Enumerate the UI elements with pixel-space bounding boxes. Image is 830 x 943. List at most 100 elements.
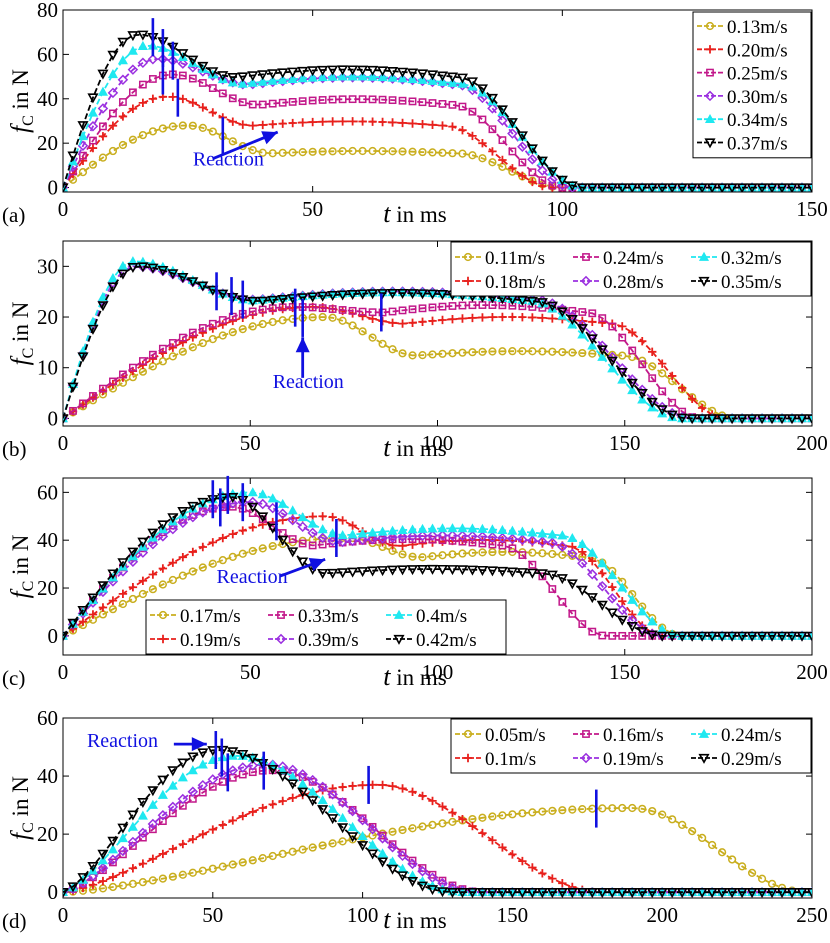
data-point bbox=[87, 861, 99, 872]
data-point bbox=[656, 183, 668, 192]
data-point bbox=[468, 131, 477, 141]
data-point bbox=[586, 183, 598, 192]
data-point bbox=[138, 360, 148, 370]
data-point bbox=[536, 569, 548, 580]
data-point bbox=[218, 862, 227, 871]
data-point bbox=[568, 805, 577, 814]
panel-3: 0 50 100 150 200 250 0 20 40 60 (d) t in ms fC in N R… bbox=[2, 706, 828, 934]
data-point bbox=[587, 547, 598, 557]
data-point bbox=[128, 879, 138, 888]
data-point bbox=[277, 294, 289, 305]
legend-marker bbox=[705, 45, 715, 54]
legend bbox=[692, 11, 812, 159]
data-point bbox=[628, 610, 637, 619]
data-point bbox=[488, 147, 497, 156]
data-point bbox=[478, 138, 487, 148]
data-point bbox=[248, 307, 257, 316]
data-point bbox=[696, 631, 708, 642]
data-point bbox=[167, 780, 178, 790]
panel-1: 0 50 100 150 200 0 10 20 30 (b) t in ms fC in N Reac… bbox=[2, 240, 828, 462]
data-point bbox=[227, 765, 239, 776]
data-point bbox=[227, 73, 239, 84]
data-point bbox=[756, 631, 768, 642]
data-point bbox=[378, 146, 387, 156]
legend-label: 0.16m/s bbox=[603, 725, 664, 746]
data-point bbox=[616, 368, 628, 379]
data-point bbox=[726, 631, 738, 642]
data-point bbox=[148, 876, 157, 885]
data-point bbox=[207, 70, 219, 81]
data-point bbox=[347, 832, 359, 843]
legend-item: 0.39m/s bbox=[268, 630, 359, 651]
data-point bbox=[137, 30, 149, 41]
data-point bbox=[746, 631, 758, 642]
data-point bbox=[658, 387, 667, 396]
data-point bbox=[548, 585, 557, 593]
data-point bbox=[598, 631, 607, 640]
data-point bbox=[676, 183, 688, 192]
data-point bbox=[467, 523, 478, 533]
data-point bbox=[416, 564, 429, 575]
data-point bbox=[528, 863, 537, 872]
data-point bbox=[148, 75, 157, 83]
data-point bbox=[97, 855, 108, 865]
data-point bbox=[318, 147, 327, 156]
data-point bbox=[408, 318, 417, 328]
data-point bbox=[636, 183, 648, 192]
legend-marker bbox=[158, 610, 168, 620]
data-point bbox=[317, 72, 328, 82]
data-point bbox=[287, 67, 299, 78]
data-point bbox=[428, 148, 437, 157]
data-point bbox=[458, 537, 467, 546]
data-point bbox=[197, 748, 209, 759]
data-point bbox=[238, 549, 247, 558]
legend-item: 0.24m/s bbox=[573, 248, 664, 269]
data-point bbox=[97, 862, 109, 874]
data-point bbox=[636, 627, 648, 638]
data-point bbox=[208, 324, 217, 333]
data-point bbox=[368, 146, 377, 156]
x-tick-label: 250 bbox=[796, 903, 828, 927]
data-point bbox=[198, 123, 207, 132]
data-point bbox=[616, 888, 628, 898]
data-point bbox=[547, 537, 558, 548]
data-point bbox=[448, 817, 457, 826]
data-point bbox=[756, 888, 768, 898]
data-point bbox=[117, 269, 129, 280]
data-point bbox=[458, 149, 467, 158]
data-point bbox=[716, 414, 728, 425]
legend-item: 0.17m/s bbox=[150, 606, 241, 627]
legend-label: 0.19m/s bbox=[180, 630, 241, 651]
data-point bbox=[437, 523, 448, 533]
data-point bbox=[278, 796, 287, 806]
data-point bbox=[598, 804, 607, 813]
data-point bbox=[118, 112, 128, 121]
data-point bbox=[157, 810, 169, 821]
data-point bbox=[447, 530, 458, 541]
legend-marker bbox=[582, 253, 590, 261]
data-point bbox=[317, 805, 329, 816]
data-point bbox=[377, 72, 388, 82]
data-point bbox=[127, 810, 139, 821]
data-point bbox=[626, 888, 638, 898]
data-point bbox=[786, 631, 798, 642]
data-point bbox=[257, 498, 268, 510]
legend-label: 0.24m/s bbox=[721, 725, 782, 746]
data-point bbox=[357, 830, 368, 841]
legend-label: 0.11m/s bbox=[485, 248, 545, 269]
data-point bbox=[347, 65, 359, 76]
legend-item: 0.33m/s bbox=[268, 606, 359, 627]
data-point bbox=[438, 100, 447, 108]
data-point bbox=[368, 831, 377, 840]
y-axis-label-sub: C bbox=[20, 822, 37, 833]
data-point bbox=[418, 553, 427, 562]
y-tick-label: 20 bbox=[37, 305, 58, 329]
legend-label: 0.24m/s bbox=[603, 248, 664, 269]
data-point bbox=[237, 72, 249, 83]
data-point bbox=[107, 50, 119, 61]
data-point bbox=[538, 869, 547, 878]
data-point bbox=[197, 759, 208, 769]
legend-label: 0.17m/s bbox=[180, 606, 241, 627]
data-point bbox=[468, 301, 477, 310]
